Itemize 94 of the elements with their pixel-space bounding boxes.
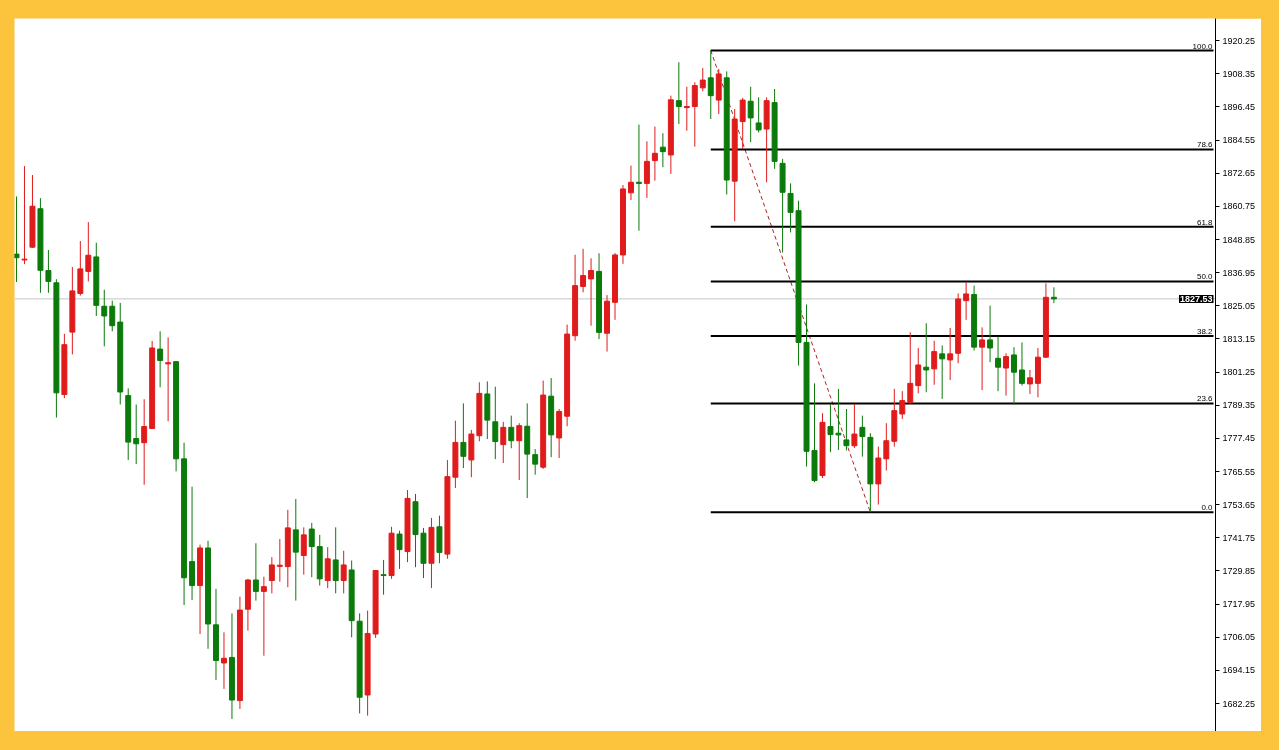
candlestick xyxy=(963,281,970,321)
candlestick xyxy=(683,86,690,132)
candlestick xyxy=(899,390,906,420)
candlestick xyxy=(133,404,140,465)
candlestick xyxy=(707,50,714,120)
candlestick xyxy=(141,398,148,486)
y-tick-label: 1872.65 xyxy=(1222,168,1256,179)
candlestick xyxy=(260,576,267,657)
candlestick xyxy=(516,422,523,481)
candlestick xyxy=(995,336,1002,392)
candlestick xyxy=(699,67,706,92)
candlestick xyxy=(324,546,331,589)
y-tick-label: 1884.55 xyxy=(1222,135,1256,146)
y-tick-label: 1860.75 xyxy=(1222,201,1256,212)
candlestick xyxy=(947,327,954,381)
candlestick xyxy=(396,530,403,570)
series-label: 23.6 xyxy=(1196,394,1214,404)
candlestick xyxy=(492,386,499,460)
candlestick xyxy=(1026,369,1033,395)
y-tick-label: 1694.15 xyxy=(1222,665,1256,676)
candlestick xyxy=(915,347,922,394)
y-tick-label: 1729.85 xyxy=(1222,565,1256,576)
candlestick xyxy=(923,322,930,393)
candlestick xyxy=(907,331,914,405)
candlestick xyxy=(101,289,108,347)
candlestick xyxy=(1003,352,1009,397)
legend-label: 50.0 xyxy=(1196,272,1214,282)
candlestick xyxy=(21,165,28,265)
candlestick xyxy=(939,344,946,400)
y-tick-label: 1801.25 xyxy=(1222,367,1256,378)
y-tick-label: 1813.15 xyxy=(1222,333,1256,344)
y-tick-label: 1741.75 xyxy=(1222,532,1256,543)
candlestick xyxy=(14,195,20,283)
legend-label: 78.6 xyxy=(1196,140,1214,150)
candlestick xyxy=(500,421,507,464)
candlestick xyxy=(987,305,994,363)
candlestick xyxy=(532,448,539,476)
candlestick xyxy=(635,124,642,232)
y-tick-label: 1836.95 xyxy=(1222,267,1256,278)
candlestick xyxy=(691,81,698,148)
candlestick xyxy=(1050,286,1057,304)
y-tick-label: 1825.05 xyxy=(1222,300,1256,311)
candlestick xyxy=(157,330,164,388)
candlestick xyxy=(308,522,315,578)
candlestick xyxy=(221,631,227,690)
y-tick-label: 1777.45 xyxy=(1222,433,1256,444)
candlestick xyxy=(380,559,387,596)
candlestick xyxy=(627,165,634,201)
candlestick xyxy=(1019,341,1025,387)
y-tick-label: 1753.65 xyxy=(1222,499,1256,510)
candlestick xyxy=(931,340,938,386)
y-tick-label: 1706.05 xyxy=(1222,632,1256,643)
candlestick xyxy=(739,97,746,150)
candlestick xyxy=(292,498,299,602)
candlestick xyxy=(747,86,754,143)
candlestick xyxy=(859,415,866,458)
candlestick xyxy=(189,486,196,601)
candlestick xyxy=(340,550,347,594)
candlestick xyxy=(580,248,587,293)
candlestick xyxy=(109,300,116,332)
y-tick-label: 1908.35 xyxy=(1222,68,1256,79)
series-label: 38.2 xyxy=(1196,327,1214,337)
candlestick xyxy=(460,402,467,469)
y-tick-label: 1896.45 xyxy=(1222,101,1256,112)
candlestick xyxy=(851,403,858,449)
candlestick xyxy=(883,422,890,472)
candlestick xyxy=(300,526,307,576)
candlestick xyxy=(1011,346,1017,406)
candlestick xyxy=(643,140,650,199)
candlestick xyxy=(45,249,52,294)
legend-label: 100.0 xyxy=(1192,41,1214,51)
y-tick-label: 1765.55 xyxy=(1222,466,1256,477)
candlestick xyxy=(165,336,172,422)
candlestick xyxy=(252,542,259,602)
ref-line-label: 1827.53 xyxy=(1179,293,1213,304)
candlestick xyxy=(651,126,658,182)
candlestick xyxy=(508,415,515,449)
candlestick xyxy=(268,556,275,594)
y-tick-label: 1717.95 xyxy=(1222,599,1256,610)
candlestick xyxy=(843,408,850,451)
candlestick xyxy=(675,61,682,125)
y-tick-label: 1682.25 xyxy=(1222,698,1256,709)
candlestick xyxy=(755,96,762,133)
y-tick-label: 1789.35 xyxy=(1222,400,1256,411)
candlestick xyxy=(659,132,666,168)
candlestick xyxy=(979,326,986,391)
candlestick xyxy=(332,526,339,594)
series-label: 61.8 xyxy=(1196,217,1214,227)
candlestick xyxy=(85,221,92,282)
candlestick xyxy=(588,257,595,327)
legend-label: 0.0 xyxy=(1201,503,1214,513)
candlestick xyxy=(276,538,283,583)
y-tick-label: 1920.25 xyxy=(1222,35,1256,46)
y-tick-label: 1848.85 xyxy=(1222,234,1256,245)
